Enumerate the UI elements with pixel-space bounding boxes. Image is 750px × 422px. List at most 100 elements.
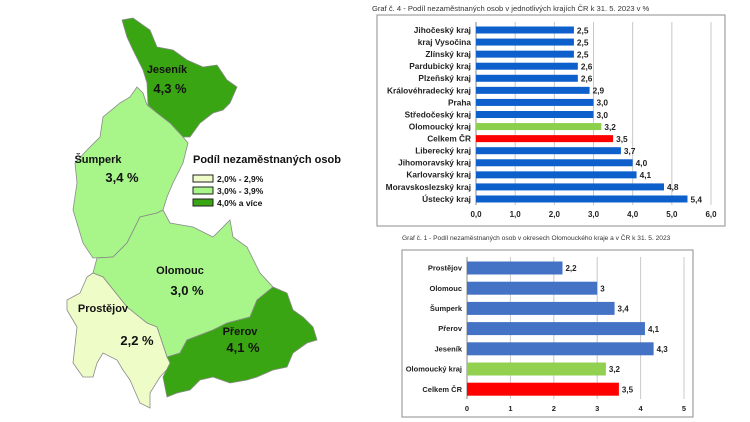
district-name-prostejov: Prostějov [78,303,129,315]
legend-label-low: 2,0% - 2,9% [217,174,264,184]
legend-swatch-high [192,198,214,207]
bar [467,301,615,315]
bar [476,123,602,131]
legend-label-high: 4,0% a více [217,198,263,208]
bar [467,261,563,275]
x-tick-label: 3 [595,404,599,413]
district-name-sumperk: Šumperk [74,153,122,166]
district-value-prerov: 4,1 % [226,340,260,355]
x-tick-label: 1,0 [510,210,522,219]
data-label: 2,6 [581,62,593,72]
bar [467,322,645,336]
data-label: 2,9 [593,86,605,96]
category-label: Celkem ČR [422,385,462,394]
x-tick-label: 0 [465,404,469,413]
bar [476,50,574,58]
bar [476,171,637,179]
data-label: 2,2 [565,264,577,273]
x-tick-label: 5 [682,404,686,413]
bar [476,74,578,82]
chart-title: Graf č. 4 - Podíl nezaměstnaných osob v … [372,4,650,13]
x-tick-label: 3,0 [588,210,600,219]
bar [467,362,606,376]
data-label: 2,5 [577,37,589,47]
category-label: Olomoucký kraj [409,121,471,131]
category-label: Jihomoravský kraj [398,158,471,168]
category-label: Praha [448,97,471,107]
data-label: 3,5 [622,385,634,394]
district-value-olomouc: 3,0 % [170,283,204,298]
bar [476,195,688,203]
district-value-prostejov: 2,2 % [120,333,154,348]
data-label: 4,8 [667,182,679,192]
category-label: Celkem ČR [427,133,471,144]
data-label: 4,0 [636,158,648,168]
x-tick-label: 0,0 [470,210,482,219]
bar [476,98,594,106]
bar [467,281,598,295]
bar [476,147,621,155]
legend-title: Podíl nezaměstnaných osob [193,154,341,166]
x-tick-label: 5,0 [666,210,678,219]
data-label: 3,2 [609,365,621,374]
data-label: 3,4 [618,305,630,314]
data-label: 3,0 [597,110,609,120]
data-label: 2,5 [577,25,589,35]
map-legend: Podíl nezaměstnaných osob 2,0% - 2,9% 3,… [192,154,341,208]
category-label: Ústecký kraj [422,193,471,204]
district-prerov[interactable] [162,286,318,398]
x-tick-label: 6,0 [705,210,717,219]
category-label: Královéhradecký kraj [387,85,471,95]
data-label: 3 [600,284,605,293]
data-label: 5,4 [691,194,703,204]
data-label: 3,5 [616,134,628,144]
x-tick-label: 2 [552,404,556,413]
bar [476,110,594,118]
bar [476,135,614,143]
category-label: Moravskoslezský kraj [386,182,471,192]
district-name-jesenik: Jeseník [147,64,188,76]
bar [476,159,633,167]
bar [476,26,574,34]
category-label: Šumperk [430,304,463,313]
category-label: Plzeňský kraj [418,73,471,83]
category-label: Olomoucký kraj [406,365,462,374]
category-label: Středočeský kraj [405,109,471,119]
category-label: Karlovarský kraj [406,170,471,180]
district-value-jesenik: 4,3 % [153,81,187,96]
district-jesenik[interactable] [121,17,238,138]
chart-title: Graf č. 1 - Podíl nezaměstnaných osob v … [402,233,671,242]
legend-swatch-low [192,174,214,183]
bar [476,183,664,191]
category-label: Jihočeský kraj [414,25,471,35]
bar [467,382,619,396]
data-label: 2,5 [577,49,589,59]
data-label: 3,0 [597,98,609,108]
category-label: Pardubický kraj [409,61,471,71]
bar [476,62,578,70]
bar [467,342,654,356]
category-label: Olomouc [429,284,462,293]
category-label: Jeseník [434,344,462,353]
district-name-olomouc: Olomouc [156,265,204,277]
legend-label-mid: 3,0% - 3,9% [217,186,264,196]
x-tick-label: 4,0 [627,210,639,219]
data-label: 4,1 [640,170,652,180]
data-label: 3,7 [624,146,636,156]
chart-frame [376,14,726,227]
district-name-prerov: Přerov [223,326,259,338]
data-label: 4,3 [657,345,669,354]
category-label: Liberecký kraj [415,146,471,156]
x-tick-label: 4 [639,404,644,413]
data-label: 3,2 [604,122,616,132]
category-label: kraj Vysočina [418,37,472,47]
district-value-sumperk: 3,4 % [105,170,139,185]
data-label: 4,1 [648,325,660,334]
legend-swatch-mid [192,186,214,195]
district-prostejov[interactable] [66,272,174,409]
data-label: 2,6 [581,74,593,84]
x-tick-label: 2,0 [549,210,561,219]
